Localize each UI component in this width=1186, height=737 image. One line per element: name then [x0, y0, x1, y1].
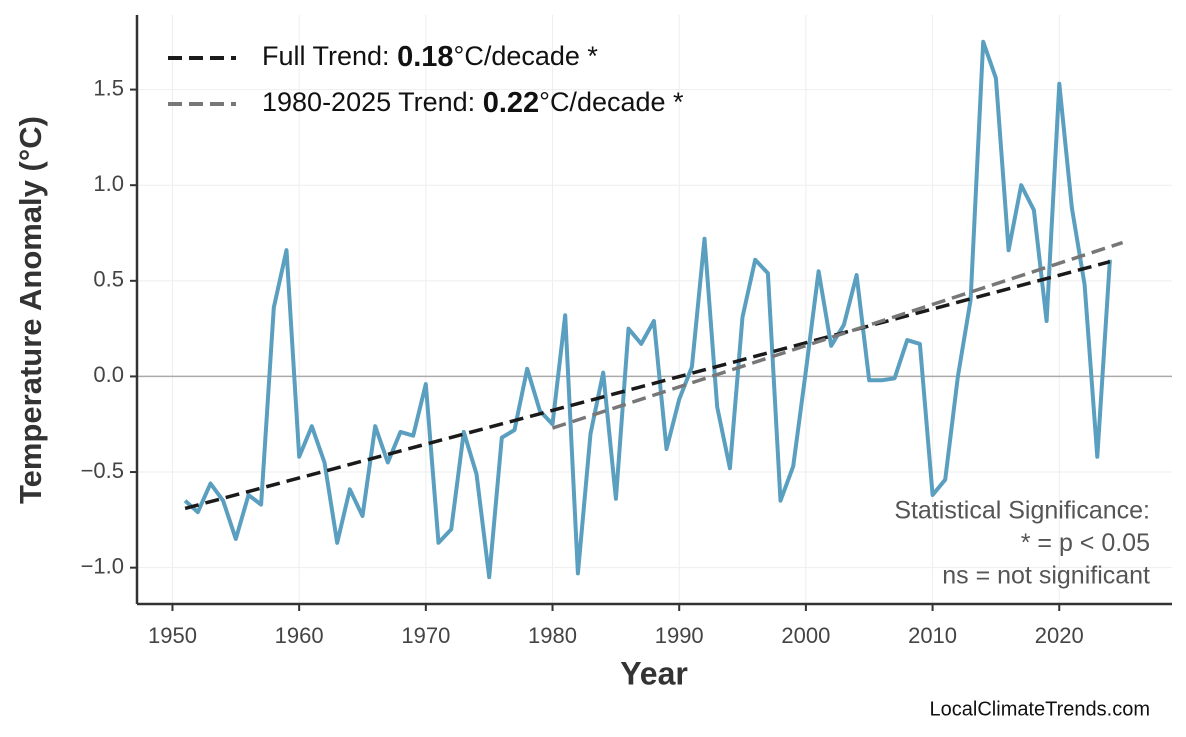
y-tick-label: −1.0	[81, 553, 124, 578]
annotation: Statistical Significance:	[894, 497, 1150, 525]
legend-label: Full Trend: 0.18°C/decade *	[262, 41, 598, 73]
trend-line	[184, 260, 1111, 511]
y-tick-label: −0.5	[81, 458, 124, 483]
x-tick-label: 1970	[401, 623, 450, 648]
x-tick-label: 2000	[781, 623, 830, 648]
y-tick-label: 0.0	[93, 362, 124, 387]
annotation: ns = not significant	[942, 562, 1150, 590]
x-tick-label: 1980	[528, 623, 577, 648]
x-tick-label: 2020	[1035, 623, 1084, 648]
x-tick-label: 1950	[148, 623, 197, 648]
legend-label: 1980-2025 Trend: 0.22°C/decade *	[262, 87, 684, 119]
legend-name: 1980-2025 Trend:	[262, 87, 475, 117]
y-tick-label: 1.5	[93, 75, 124, 100]
legend-unit: °C/decade *	[539, 87, 684, 117]
x-axis-label: Year	[620, 655, 688, 691]
y-tick-label: 1.0	[93, 171, 124, 196]
legend-unit: °C/decade *	[454, 41, 599, 71]
x-tick-label: 2010	[908, 623, 957, 648]
y-tick-label: 0.5	[93, 267, 124, 292]
trend-line	[551, 240, 1124, 430]
legend-slope: 0.18	[397, 41, 453, 73]
x-tick-label: 1990	[655, 623, 704, 648]
annotation: * = p < 0.05	[1021, 529, 1150, 557]
data-line	[183, 39, 1112, 580]
source: LocalClimateTrends.com	[930, 698, 1150, 720]
legend-slope: 0.22	[483, 87, 539, 119]
x-tick-label: 1960	[275, 623, 324, 648]
y-axis-label: Temperature Anomaly (°C)	[13, 116, 48, 504]
legend-name: Full Trend:	[262, 41, 390, 71]
